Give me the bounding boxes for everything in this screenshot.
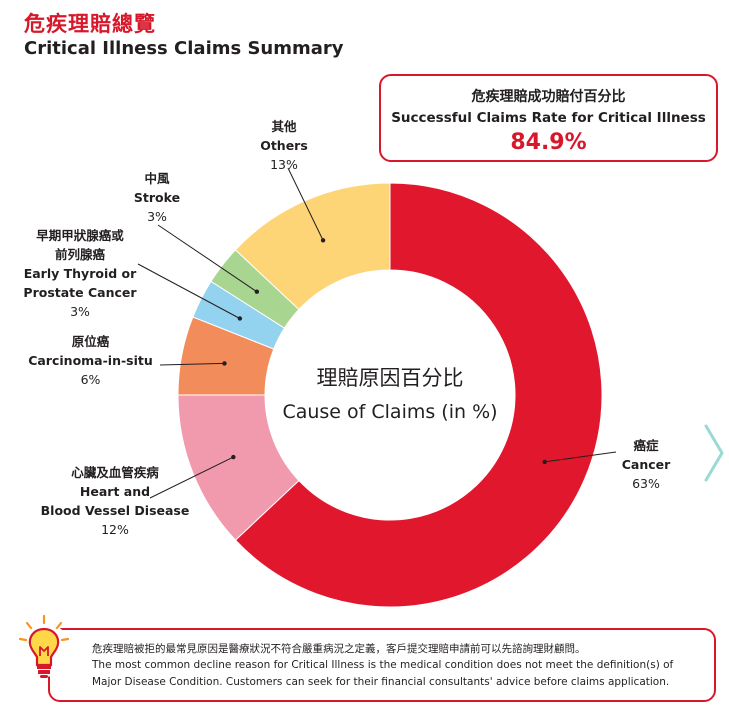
chart-center-label-zh: 理賠原因百分比 xyxy=(316,366,464,390)
chevron-right-icon[interactable] xyxy=(700,420,726,486)
slice-label-heart-en2: Blood Vessel Disease xyxy=(40,503,190,518)
success-rate-value: 84.9% xyxy=(510,130,587,155)
slice-label-cancer-pct: 63% xyxy=(632,476,660,491)
leader-line-cancer xyxy=(544,451,617,463)
leader-line-stroke xyxy=(157,224,258,293)
leader-dot-carcinoma-in-situ xyxy=(222,361,227,366)
slice-label-thyroid: 早期甲狀腺癌或 前列腺癌 Early Thyroid or Prostate C… xyxy=(14,226,146,321)
donut-slice-cancer xyxy=(234,182,603,608)
slice-label-stroke-zh: 中風 xyxy=(144,171,170,186)
slice-label-stroke: 中風 Stroke 3% xyxy=(120,169,194,226)
success-rate-label-zh: 危疾理賠成功賠付百分比 xyxy=(471,89,626,105)
slice-label-cis-en: Carcinoma-in-situ xyxy=(28,353,153,368)
leader-line-heart-and-blood-vessel-disease xyxy=(149,456,234,499)
note-text-en-line1: The most common decline reason for Criti… xyxy=(92,659,674,671)
slice-label-stroke-pct: 3% xyxy=(147,209,167,224)
slice-label-cis: 原位癌 Carcinoma-in-situ 6% xyxy=(18,332,163,389)
note-text-zh: 危疾理賠被拒的最常見原因是醫療狀況不符合嚴重病況之定義，客戶提交理賠申請前可以先… xyxy=(92,643,586,655)
slice-label-cancer-zh: 癌症 xyxy=(633,438,659,453)
slice-label-cancer: 癌症 Cancer 63% xyxy=(606,436,686,493)
slice-label-others-pct: 13% xyxy=(270,157,298,172)
leader-dot-heart-and-blood-vessel-disease xyxy=(231,454,236,460)
slice-label-cancer-en: Cancer xyxy=(621,457,671,472)
page-title-en: Critical Illness Claims Summary xyxy=(24,38,344,59)
leader-dot-early-thyroid-or-prostate-cancer xyxy=(237,316,243,321)
lightbulb-icon xyxy=(17,614,71,678)
success-rate-label-en: Successful Claims Rate for Critical Illn… xyxy=(391,110,706,126)
slice-label-cis-zh: 原位癌 xyxy=(71,334,110,349)
success-rate-box: 危疾理賠成功賠付百分比 Successful Claims Rate for C… xyxy=(379,74,718,162)
slice-label-heart: 心臟及血管疾病 Heart and Blood Vessel Disease 1… xyxy=(20,463,210,539)
slice-label-thyroid-pct: 3% xyxy=(70,304,90,319)
slice-label-heart-pct: 12% xyxy=(101,522,129,537)
note-text-en-line2: Major Disease Condition. Customers can s… xyxy=(92,676,670,688)
slice-label-thyroid-zh1: 早期甲狀腺癌或 xyxy=(36,228,124,243)
slice-label-heart-en1: Heart and xyxy=(79,484,151,499)
leader-line-carcinoma-in-situ xyxy=(159,362,225,366)
slice-label-others: 其他 Others 13% xyxy=(248,117,320,174)
leader-dot-stroke xyxy=(254,289,260,294)
slice-label-stroke-en: Stroke xyxy=(133,190,181,205)
donut-slice-others xyxy=(234,182,391,311)
slice-label-thyroid-en1: Early Thyroid or xyxy=(23,266,137,281)
chart-center-label-en: Cause of Claims (in %) xyxy=(282,401,498,423)
slice-label-thyroid-zh2: 前列腺癌 xyxy=(54,247,105,262)
slice-label-cis-pct: 6% xyxy=(80,372,101,387)
leader-line-others xyxy=(287,167,324,241)
page-title-zh: 危疾理賠總覽 xyxy=(24,12,156,36)
leader-dot-others xyxy=(320,238,326,243)
leader-line-early-thyroid-or-prostate-cancer xyxy=(137,263,241,319)
slice-label-others-zh: 其他 xyxy=(271,119,297,134)
leader-dot-cancer xyxy=(542,459,547,465)
slice-label-others-en: Others xyxy=(260,138,308,153)
slice-label-heart-zh: 心臟及血管疾病 xyxy=(71,465,159,480)
slice-label-thyroid-en2: Prostate Cancer xyxy=(23,285,137,300)
